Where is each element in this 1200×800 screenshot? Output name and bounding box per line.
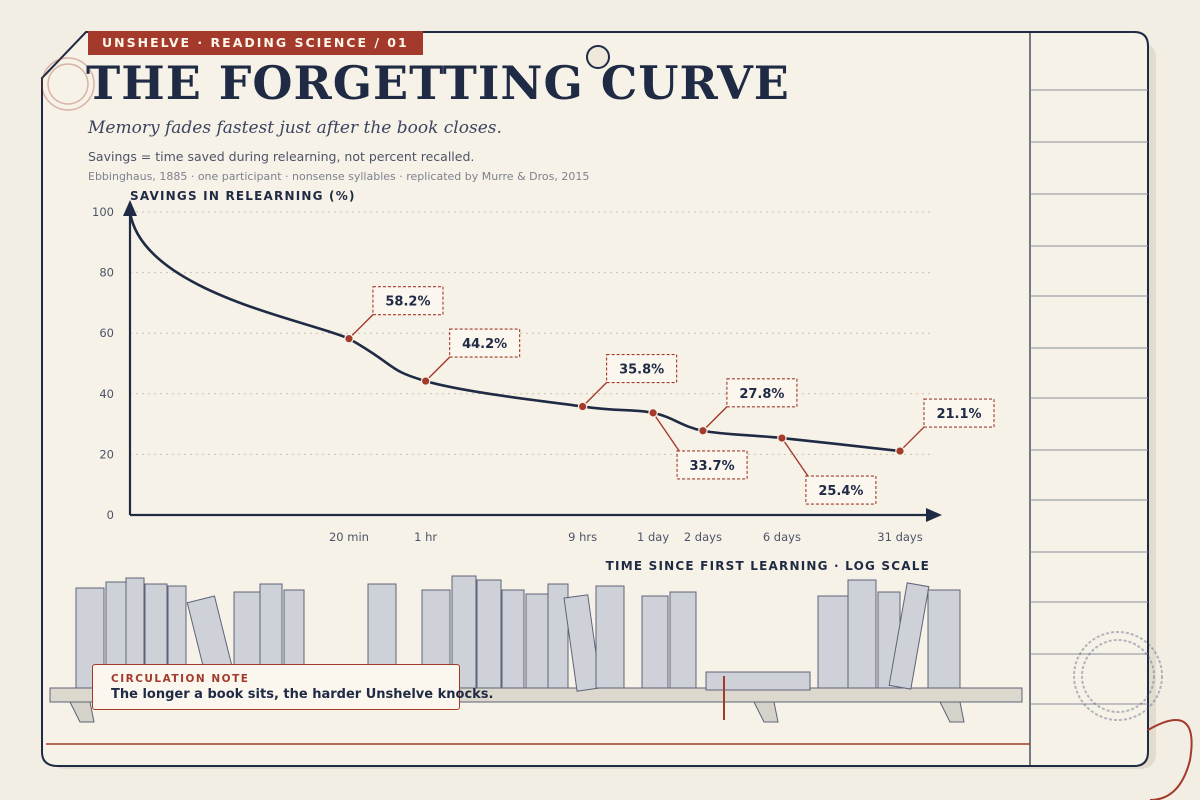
label-leader (781, 437, 809, 477)
data-label: 33.7% (676, 450, 748, 480)
label-leader (652, 412, 680, 452)
x-tick-label: 9 hrs (568, 530, 597, 544)
data-label-text: 25.4% (818, 484, 863, 499)
data-label: 58.2% (372, 286, 444, 316)
data-point (777, 433, 787, 443)
data-label-box (805, 475, 877, 505)
data-labels: 58.2% 44.2% 35.8% 33.7% 27.8% 25.4% 21.1% (372, 286, 995, 505)
circulation-note: CIRCULATION NOTE The longer a book sits,… (92, 664, 494, 710)
y-tick-label: 80 (99, 266, 114, 280)
data-point (698, 425, 708, 436)
data-label-box (676, 450, 748, 480)
label-leader (702, 404, 730, 432)
subtitle: Memory fades fastest just after the book… (88, 118, 502, 138)
label-leader (582, 380, 610, 408)
label-leader (425, 354, 453, 382)
x-tick-label: 1 day (637, 530, 669, 544)
label-leader (899, 424, 927, 452)
y-axis-title: SAVINGS IN RELEARNING (%) (130, 189, 356, 203)
data-point (648, 408, 658, 418)
data-points (344, 333, 905, 456)
data-label-box (923, 398, 995, 428)
data-label-box (726, 378, 798, 408)
series-line (128, 210, 902, 453)
data-label: 21.1% (923, 398, 995, 428)
data-label-box (372, 286, 444, 316)
x-tick-label: 1 hr (414, 530, 437, 544)
y-tick-labels: 0 20 40 60 80 100 (92, 205, 114, 522)
data-label: 27.8% (726, 378, 798, 408)
y-tick-label: 40 (99, 387, 114, 401)
data-point (420, 376, 431, 386)
data-point (344, 333, 354, 344)
grid-lines (130, 211, 930, 455)
page-title: THE FORGETTING CURVE (86, 56, 790, 110)
label-leaders (348, 312, 927, 477)
y-axis-arrow (123, 200, 137, 216)
data-label: 44.2% (449, 328, 521, 358)
x-tick-labels: 20 min 1 hr 9 hrs 1 day 2 days 6 days 31 days (329, 530, 923, 544)
data-label-text: 33.7% (690, 459, 735, 474)
data-label-text: 35.8% (619, 363, 664, 378)
data-label-text: 27.8% (739, 387, 784, 402)
x-axis-title: TIME SINCE FIRST LEARNING · LOG SCALE (606, 559, 930, 573)
data-point (895, 446, 905, 456)
data-label-text: 21.1% (936, 407, 981, 422)
data-label-box (606, 353, 678, 384)
x-tick-label: 2 days (684, 530, 722, 544)
x-tick-label: 31 days (877, 530, 922, 544)
data-label: 35.8% (606, 353, 678, 384)
y-tick-label: 20 (99, 447, 114, 461)
data-label-text: 58.2% (385, 295, 430, 310)
callout-kicker: CIRCULATION NOTE (111, 673, 250, 685)
label-leader (348, 312, 376, 340)
y-tick-label: 60 (99, 326, 114, 340)
data-label-text: 44.2% (462, 337, 507, 352)
data-label: 25.4% (805, 475, 877, 505)
definition-note: Savings = time saved during relearning, … (88, 149, 475, 164)
y-tick-label: 100 (92, 205, 114, 219)
source-line: Ebbinghaus, 1885 · one participant · non… (88, 170, 590, 183)
series-kicker: UNSHELVE · READING SCIENCE / 01 (88, 31, 423, 55)
x-axis-arrow (926, 508, 942, 522)
y-tick-label: 0 (107, 508, 114, 522)
axes (123, 200, 942, 522)
callout-text: The longer a book sits, the harder Unshe… (111, 687, 494, 702)
x-tick-label: 6 days (763, 530, 801, 544)
data-label-box (449, 328, 521, 358)
x-tick-label: 20 min (329, 530, 369, 544)
data-point (577, 401, 588, 412)
